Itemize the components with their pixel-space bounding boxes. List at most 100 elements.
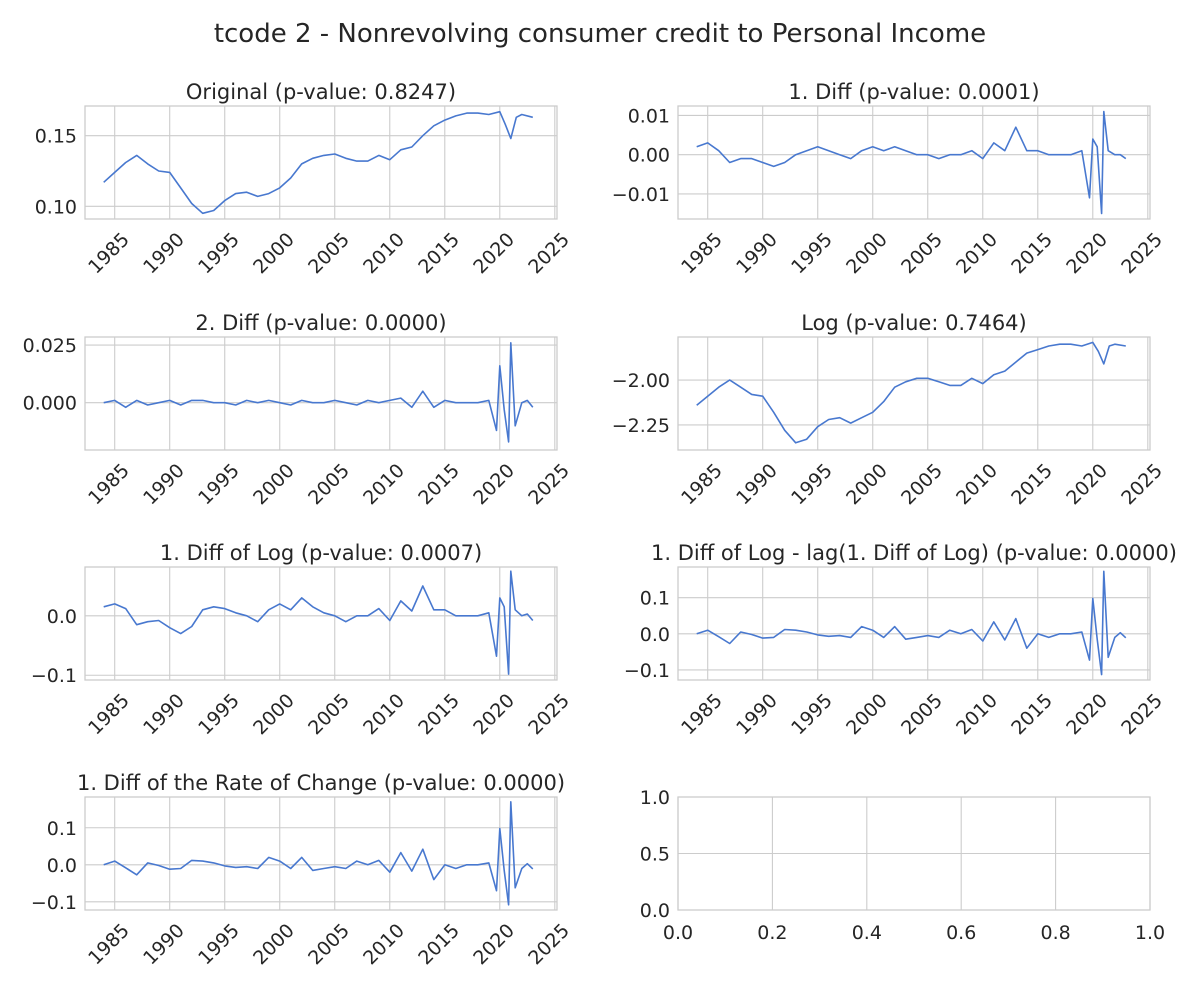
y-tick-label: 0.0 xyxy=(640,900,670,922)
x-tick-label: 1985 xyxy=(677,690,727,740)
x-tick-label: 2015 xyxy=(1007,460,1057,510)
y-tick-label: −2.25 xyxy=(612,415,670,437)
x-tick-label: 1985 xyxy=(84,920,134,970)
x-tick-label: 2005 xyxy=(897,690,947,740)
x-tick-label: 2010 xyxy=(359,690,409,740)
x-tick-label: 2010 xyxy=(359,460,409,510)
x-tick-label: 0.0 xyxy=(663,922,693,944)
subplot-4: 1985 1990 1995 2000 2005 2010 2015 2020 2025 −2.2… xyxy=(612,311,1167,509)
y-tick-label: 0.000 xyxy=(23,393,77,415)
x-tick-label: 2025 xyxy=(524,229,574,279)
x-tick-label: 0.2 xyxy=(757,922,787,944)
x-tick-label: 1995 xyxy=(194,690,244,740)
x-tick-label: 1990 xyxy=(732,690,782,740)
subplot-title: 1. Diff of Log (p-value: 0.0007) xyxy=(160,541,482,565)
x-tick-label: 2000 xyxy=(249,460,299,510)
series-line xyxy=(696,570,1127,676)
x-tick-label: 2025 xyxy=(1117,460,1167,510)
y-tick-label: 0.1 xyxy=(640,588,670,610)
x-tick-label: 1985 xyxy=(84,690,134,740)
y-tick-label: 0.01 xyxy=(628,105,670,127)
x-tick-label: 2025 xyxy=(524,460,574,510)
y-tick-label: −0.01 xyxy=(612,184,670,206)
x-tick-label: 0.4 xyxy=(852,922,882,944)
x-tick-label: 2000 xyxy=(249,229,299,279)
x-tick-label: 2005 xyxy=(897,460,947,510)
x-tick-label: 1985 xyxy=(84,229,134,279)
x-tick-label: 2000 xyxy=(842,229,892,279)
x-tick-label: 1990 xyxy=(139,690,189,740)
series-line xyxy=(103,341,534,443)
x-tick-label: 2025 xyxy=(1117,229,1167,279)
y-tick-label: 0.1 xyxy=(47,818,77,840)
x-tick-label: 1990 xyxy=(139,460,189,510)
y-tick-label: 0.025 xyxy=(23,335,77,357)
plot-area xyxy=(84,336,558,451)
x-tick-label: 1995 xyxy=(787,229,837,279)
x-tick-label: 2020 xyxy=(1062,690,1112,740)
x-tick-label: 1995 xyxy=(194,229,244,279)
x-tick-label: 1990 xyxy=(139,229,189,279)
x-tick-label: 2015 xyxy=(414,229,464,279)
subplot-title: 1. Diff of Log - lag(1. Diff of Log) (p-… xyxy=(651,541,1177,565)
x-tick-label: 0.8 xyxy=(1040,922,1070,944)
x-tick-label: 2005 xyxy=(304,460,354,510)
subplot-title: Original (p-value: 0.8247) xyxy=(186,80,456,104)
subplot-5: 1985 1990 1995 2000 2005 2010 2015 2020 2025 −0.1… xyxy=(31,541,574,739)
y-tick-label: −2.00 xyxy=(612,370,670,392)
x-tick-label: 1985 xyxy=(677,460,727,510)
subplot-title: 1. Diff (p-value: 0.0001) xyxy=(788,80,1039,104)
x-tick-label: 2005 xyxy=(897,229,947,279)
plot-area xyxy=(84,796,558,911)
subplot-3: 1985 1990 1995 2000 2005 2010 2015 2020 2025 0.00… xyxy=(23,311,574,509)
x-tick-label: 1995 xyxy=(787,460,837,510)
y-tick-label: −0.1 xyxy=(31,665,77,687)
subplot-title: 2. Diff (p-value: 0.0000) xyxy=(195,311,446,335)
x-tick-label: 1995 xyxy=(194,920,244,970)
x-tick-label: 1.0 xyxy=(1135,922,1165,944)
series-line xyxy=(103,800,534,906)
x-tick-label: 2010 xyxy=(952,460,1002,510)
y-tick-label: 0.0 xyxy=(47,606,77,628)
x-tick-label: 2000 xyxy=(249,690,299,740)
figure-title: tcode 2 - Nonrevolving consumer credit t… xyxy=(214,19,986,49)
y-tick-label: 0.0 xyxy=(640,624,670,646)
x-tick-label: 2000 xyxy=(842,460,892,510)
x-tick-label: 2015 xyxy=(414,920,464,970)
y-tick-label: 0.10 xyxy=(35,196,77,218)
y-tick-label: 0.5 xyxy=(640,844,670,866)
y-tick-label: 0.00 xyxy=(628,145,670,167)
x-tick-label: 2020 xyxy=(1062,460,1112,510)
plot-area xyxy=(677,105,1151,220)
x-tick-label: 1995 xyxy=(787,690,837,740)
series-line xyxy=(696,110,1127,215)
y-tick-label: −0.1 xyxy=(624,660,670,682)
x-tick-label: 1990 xyxy=(732,229,782,279)
x-tick-label: 2010 xyxy=(952,229,1002,279)
x-tick-label: 2005 xyxy=(304,690,354,740)
y-tick-label: 0.0 xyxy=(47,855,77,877)
x-tick-label: 2025 xyxy=(524,690,574,740)
subplot-2: 1985 1990 1995 2000 2005 2010 2015 2020 2025 −0.0… xyxy=(612,80,1167,278)
x-tick-label: 2015 xyxy=(1007,229,1057,279)
x-tick-label: 2020 xyxy=(469,920,519,970)
y-tick-label: −0.1 xyxy=(31,892,77,914)
plot-area xyxy=(677,566,1151,681)
x-tick-label: 2020 xyxy=(469,460,519,510)
x-tick-label: 2025 xyxy=(1117,690,1167,740)
x-tick-label: 2010 xyxy=(952,690,1002,740)
y-tick-label: 1.0 xyxy=(640,787,670,809)
subplot-1: 1985 1990 1995 2000 2005 2010 2015 2020 2025 0.10… xyxy=(35,80,574,278)
subplot-6: 1985 1990 1995 2000 2005 2010 2015 2020 2025 −0.1… xyxy=(624,541,1177,739)
x-tick-label: 2005 xyxy=(304,920,354,970)
x-tick-label: 2015 xyxy=(414,460,464,510)
x-tick-label: 2025 xyxy=(524,920,574,970)
x-tick-label: 2000 xyxy=(249,920,299,970)
y-tick-label: 0.15 xyxy=(35,126,77,148)
x-tick-label: 2020 xyxy=(1062,229,1112,279)
x-tick-label: 2005 xyxy=(304,229,354,279)
x-tick-label: 2020 xyxy=(469,690,519,740)
plot-area xyxy=(84,566,558,681)
x-tick-label: 1990 xyxy=(139,920,189,970)
